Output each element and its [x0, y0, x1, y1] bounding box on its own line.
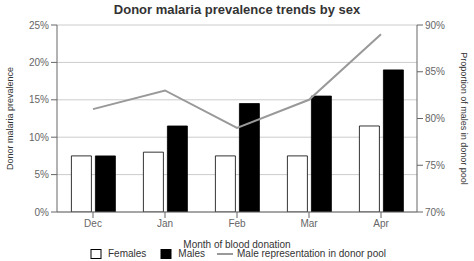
html-text:Females: Females [108, 248, 147, 259]
html-text:Male representation in donor p: Male representation in donor pool [237, 248, 386, 259]
svg-text:15%: 15% [29, 94, 49, 105]
svg-text:25%: 25% [29, 20, 49, 31]
svg-text:Jan: Jan [157, 218, 173, 229]
svg-text:Feb: Feb [228, 218, 246, 229]
svg-text:80%: 80% [425, 113, 445, 124]
svg-text:85%: 85% [425, 66, 445, 77]
html-text:Donor malaria prevalence trend: Donor malaria prevalence trends by sex [113, 2, 361, 17]
svg-text:Month of blood donation: Month of blood donation [183, 239, 290, 250]
svg-text:75%: 75% [425, 160, 445, 171]
svg-text:0%: 0% [35, 207, 50, 218]
svg-text:Donor malaria prevalence: Donor malaria prevalence [5, 67, 15, 170]
svg-text:Dec: Dec [84, 218, 102, 229]
svg-text:5%: 5% [35, 169, 50, 180]
svg-text:20%: 20% [29, 57, 49, 68]
html-text:Males: Males [178, 248, 205, 259]
svg-text:70%: 70% [425, 207, 445, 218]
svg-text:Proportion of males in donor p: Proportion of males in donor pool [459, 52, 469, 185]
svg-text:Apr: Apr [373, 218, 389, 229]
svg-text:90%: 90% [425, 20, 445, 31]
svg-text:Mar: Mar [300, 218, 318, 229]
svg-text:10%: 10% [29, 132, 49, 143]
